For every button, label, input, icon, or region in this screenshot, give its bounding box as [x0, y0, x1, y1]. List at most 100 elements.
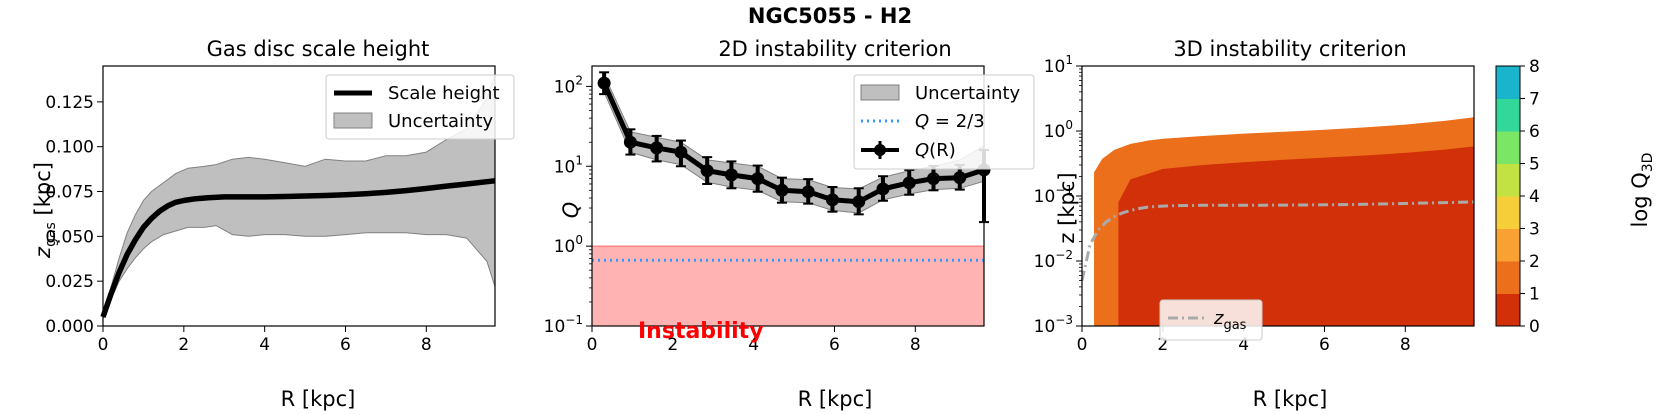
colorbar-tick-label: 6 — [1529, 122, 1540, 142]
q-point — [650, 141, 664, 155]
scale-height-ytick-label: 0.075 — [45, 183, 94, 203]
scale-height-frame — [102, 65, 496, 327]
instability-3d-xtick-label: 2 — [1157, 335, 1168, 355]
tick-exponent: −3 — [1055, 313, 1073, 327]
tick-exponent: 2 — [575, 73, 583, 87]
scale-height-legend: Scale height Uncertainty — [325, 74, 515, 140]
scale-height-panel: Gas disc scale height 0 2 4 6 8 0.000 0.025 0.0… — [31, 37, 515, 411]
tick-base: 10 — [554, 157, 576, 177]
scale-height-xtick-label: 4 — [259, 335, 270, 355]
tick-exponent: 1 — [1065, 53, 1073, 67]
scale-height-xtick-label: 2 — [178, 335, 189, 355]
q-point — [801, 185, 815, 199]
scale-height-ytick-label: 0.100 — [45, 138, 94, 158]
instability-2d-xtick-label: 8 — [910, 335, 921, 355]
q-point — [751, 172, 765, 186]
colorbar-segment — [1496, 261, 1520, 294]
q-point — [876, 182, 890, 196]
tick-base: 10 — [1034, 317, 1056, 337]
q-point — [953, 171, 967, 185]
instability-3d-xtick-label: 8 — [1400, 335, 1411, 355]
tick-base: 10 — [1034, 187, 1056, 207]
instability-region — [591, 245, 985, 327]
instability-3d-title: 3D instability criterion — [1173, 37, 1406, 61]
instability-2d-xtick-label: 2 — [667, 335, 678, 355]
colorbar-tick-label: 5 — [1529, 155, 1540, 175]
instability-2d-ytick-label: 101 — [554, 153, 583, 177]
instability-2d-title: 2D instability criterion — [718, 37, 951, 61]
instability-label: Instability — [638, 319, 764, 344]
tick-base: 10 — [544, 317, 566, 337]
instability-3d-xtick-label: 4 — [1238, 335, 1249, 355]
instability-2d-ylabel: Q — [559, 202, 583, 219]
tick-base: 10 — [554, 237, 576, 257]
tick-exponent: −2 — [1055, 248, 1073, 262]
colorbar-tick-label: 1 — [1529, 285, 1540, 305]
legend-uncertainty-label: Uncertainty — [915, 83, 1021, 104]
legend-threshold-label: Q = 2/3 — [915, 111, 985, 132]
instability-3d-ytick-label: 101 — [1044, 53, 1073, 77]
colorbar-tick-label: 2 — [1529, 252, 1540, 272]
scale-height-xtick-label: 8 — [421, 335, 432, 355]
scale-height-ytick-label: 0.025 — [45, 272, 94, 292]
tick-base: 10 — [1044, 57, 1066, 77]
instability-2d-xtick-label: 4 — [748, 335, 759, 355]
legend-band-swatch — [860, 84, 900, 101]
colorbar-segment — [1496, 66, 1520, 99]
instability-3d-ytick-label: 10−3 — [1034, 313, 1073, 337]
instability-2d-xtick-label: 0 — [587, 335, 598, 355]
q-point — [902, 176, 916, 190]
q-point — [926, 172, 940, 186]
colorbar-tick-label: 8 — [1529, 57, 1540, 77]
tick-base: 10 — [554, 77, 576, 97]
colorbar-tick-label: 0 — [1529, 317, 1540, 337]
colorbar: 0 1 2 3 4 5 6 7 8 — [1495, 57, 1540, 337]
instability-2d-xtick-label: 6 — [829, 335, 840, 355]
tick-base: 10 — [1034, 252, 1056, 272]
instability-2d-xlabel: R [kpc] — [798, 387, 873, 411]
scale-height-line — [100, 178, 496, 318]
instability-3d-ylabel: z [kpc] — [1055, 172, 1079, 243]
contour-level-0 — [1118, 146, 1474, 326]
zgas-line — [1080, 200, 1475, 281]
q-point — [700, 164, 714, 178]
instability-3d-panel: 3D instability criterion 0 2 4 6 810−310−210… — [1034, 37, 1656, 411]
instability-3d-xtick-label: 0 — [1077, 335, 1088, 355]
scale-height-ytick-label: 0.000 — [45, 317, 94, 337]
q-point — [852, 195, 866, 209]
colorbar-segment — [1496, 163, 1520, 197]
colorbar-segment — [1496, 293, 1520, 327]
q-point — [825, 193, 839, 207]
scale-height-ylabel: zgas [kpc] — [31, 162, 59, 259]
scale-height-ytick-label: 0.125 — [45, 93, 94, 113]
legend-points-label: Q(R) — [915, 140, 956, 161]
instability-2d-ytick-label: 10−1 — [544, 313, 583, 337]
legend-scale-height-label: Scale height — [388, 83, 500, 104]
legend-uncertainty-label: Uncertainty — [388, 111, 494, 132]
colorbar-label: log Q3D — [1628, 153, 1656, 228]
tick-exponent: 0 — [1065, 118, 1073, 132]
scale-height-title: Gas disc scale height — [207, 37, 430, 61]
colorbar-tick-label: 7 — [1529, 90, 1540, 110]
colorbar-segment — [1496, 98, 1520, 132]
q-point — [724, 168, 738, 182]
instability-3d-xlabel: R [kpc] — [1253, 387, 1328, 411]
tick-exponent: −1 — [565, 313, 583, 327]
instability-2d-frame — [591, 65, 985, 327]
q-point — [623, 135, 637, 149]
instability-3d-ytick-label: 10−1 — [1034, 183, 1073, 207]
instability-3d-ytick-label: 10−2 — [1034, 248, 1073, 272]
scale-height-xtick-label: 0 — [98, 335, 109, 355]
instability-3d-xtick-label: 6 — [1319, 335, 1330, 355]
tick-exponent: 0 — [575, 233, 583, 247]
colorbar-tick-label: 3 — [1529, 220, 1540, 240]
scale-height-xtick-label: 6 — [340, 335, 351, 355]
instability-3d-legend: zgas — [1159, 299, 1263, 341]
tick-exponent: −1 — [1055, 183, 1073, 197]
q-line — [601, 82, 985, 205]
colorbar-segment — [1496, 196, 1520, 229]
tick-base: 10 — [1044, 122, 1066, 142]
q-point — [674, 145, 688, 159]
instability-2d-legend: Uncertainty Q = 2/3 Q(R) — [853, 74, 1035, 170]
scale-height-ytick-label: 0.050 — [45, 227, 94, 247]
